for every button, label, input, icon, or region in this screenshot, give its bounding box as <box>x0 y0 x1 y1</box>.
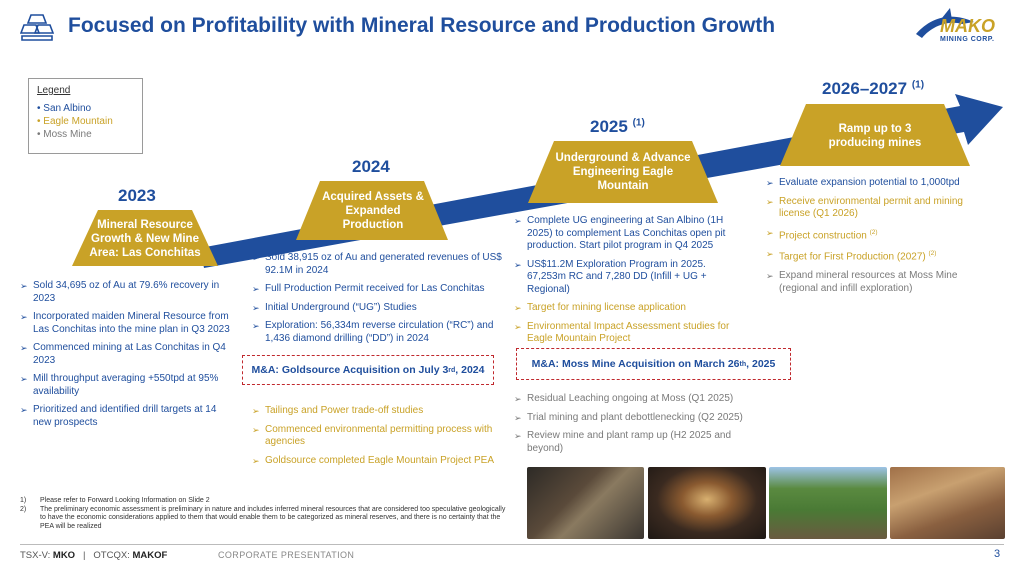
bullets-2024-eagle: Tailings and Power trade-off studies Com… <box>252 405 504 473</box>
footnote-1: 1) Please refer to Forward Looking Inform… <box>20 497 210 504</box>
list-item: Target for First Production (2027) (2) <box>766 248 988 264</box>
footer-label: CORPORATE PRESENTATION <box>218 550 355 560</box>
footer-divider <box>20 544 1004 545</box>
list-item: Sold 34,695 oz of Au at 79.6% recovery i… <box>20 280 232 305</box>
list-item: Exploration: 56,334m reverse circulation… <box>252 320 504 345</box>
legend-list: San Albino Eagle Mountain Moss Mine <box>37 102 134 141</box>
list-item: Goldsource completed Eagle Mountain Proj… <box>252 455 504 468</box>
bullets-2024: Sold 38,915 oz of Au and generated reven… <box>252 252 504 351</box>
milestone-2023-label: Mineral Resource Growth & New Mine Area:… <box>89 219 201 259</box>
list-item: Initial Underground (“UG”) Studies <box>252 302 504 315</box>
page-number: 3 <box>994 548 1001 560</box>
logo-subtext: MINING CORP. <box>940 36 995 43</box>
legend-box: Legend San Albino Eagle Mountain Moss Mi… <box>28 78 143 154</box>
milestone-2025-label: Underground & Advance Engineering Eagle … <box>555 152 691 192</box>
list-item: Incorporated maiden Mineral Resource fro… <box>20 311 232 336</box>
mako-shark-logo <box>916 8 974 38</box>
list-item: Commenced mining at Las Conchitas in Q4 … <box>20 342 232 367</box>
milestone-2026-label: Ramp up to 3 producing mines <box>828 123 922 149</box>
year-2023: 2023 <box>118 186 156 205</box>
bullets-2025: Complete UG engineering at San Albino (1… <box>514 215 746 352</box>
bullets-2025-moss: Residual Leaching ongoing at Moss (Q1 20… <box>514 393 764 461</box>
footnotes: 1) Please refer to Forward Looking Inform… <box>20 497 508 531</box>
bullets-2026-2027: Evaluate expansion potential to 1,000tpd… <box>766 177 988 301</box>
list-item: Full Production Permit received for Las … <box>252 283 504 296</box>
list-item: Residual Leaching ongoing at Moss (Q1 20… <box>514 393 764 406</box>
list-item: Mill throughput averaging +550tpd at 95%… <box>20 373 232 398</box>
list-item: Project construction (2) <box>766 227 988 243</box>
list-item: Tailings and Power trade-off studies <box>252 405 504 418</box>
milestone-2024-label: Acquired Assets & Expanded Production <box>322 191 424 231</box>
list-item: Expand mineral resources at Moss Mine (r… <box>766 270 988 295</box>
gold-bars-icon <box>20 14 54 41</box>
year-2025: 2025 (1) <box>590 117 645 136</box>
list-item: Target for mining license application <box>514 302 746 315</box>
legend-title: Legend <box>37 85 71 96</box>
list-item: Receive environmental permit and mining … <box>766 196 988 221</box>
page-title: Focused on Profitability with Mineral Re… <box>68 14 776 37</box>
photo-core-inspection <box>890 467 1005 539</box>
list-item: US$11.2M Exploration Program in 2025. 67… <box>514 259 746 297</box>
list-item: Evaluate expansion potential to 1,000tpd <box>766 177 988 190</box>
legend-item-moss-mine: Moss Mine <box>37 128 134 141</box>
photo-underground-geologist <box>527 467 644 539</box>
footer-tickers: TSX-V: MKO | OTCQX: MAKOF <box>20 550 168 561</box>
list-item: Review mine and plant ramp up (H2 2025 a… <box>514 430 764 455</box>
legend-item-eagle-mountain: Eagle Mountain <box>37 115 134 128</box>
bullets-2023: Sold 34,695 oz of Au at 79.6% recovery i… <box>20 280 232 435</box>
list-item: Trial mining and plant debottlenecking (… <box>514 412 764 425</box>
list-item: Prioritized and identified drill targets… <box>20 404 232 429</box>
list-item: Environmental Impact Assessment studies … <box>514 321 746 346</box>
logo-text: MAKO <box>940 16 995 36</box>
year-2024: 2024 <box>352 157 390 176</box>
year-2026-2027: 2026–2027 (1) <box>822 79 925 98</box>
photo-field-team <box>769 467 887 539</box>
footnote-2: 2) The preliminary economic assessment is… <box>20 505 506 530</box>
list-item: Complete UG engineering at San Albino (1… <box>514 215 746 253</box>
legend-item-san-albino: San Albino <box>37 102 134 115</box>
list-item: Sold 38,915 oz of Au and generated reven… <box>252 252 504 277</box>
photo-mine-tunnel <box>648 467 766 539</box>
list-item: Commenced environmental permitting proce… <box>252 424 504 449</box>
